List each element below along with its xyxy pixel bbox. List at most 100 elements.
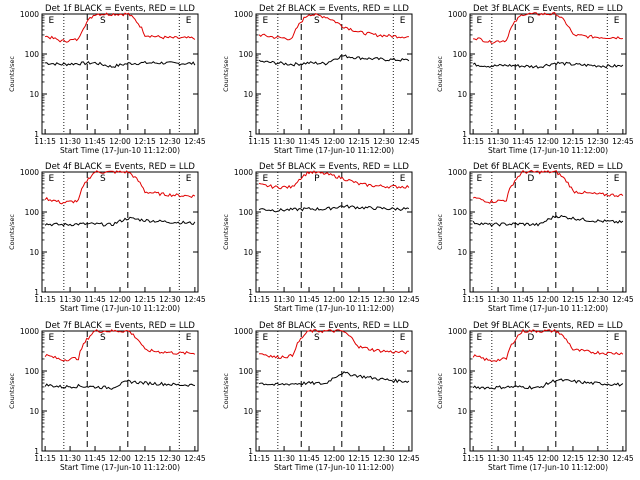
x-tick-label: 11:30 xyxy=(59,454,81,463)
series-line-events xyxy=(258,54,410,67)
x-tick-label: 12:15 xyxy=(348,454,370,463)
x-tick-label: 11:30 xyxy=(59,295,81,304)
panel-title: Det 6f BLACK = Events, RED = LLD xyxy=(473,162,623,172)
panel-8: Det 8f BLACK = Events, RED = LLD Counts/s… xyxy=(222,321,420,472)
y-tick-label: 10 xyxy=(29,90,39,99)
panel-title: Det 8f BLACK = Events, RED = LLD xyxy=(259,321,409,331)
x-tick-label: 11:15 xyxy=(34,295,56,304)
x-tick-label: 11:30 xyxy=(273,137,295,146)
series-line-events xyxy=(472,214,624,227)
x-tick-label: 11:30 xyxy=(59,137,81,146)
x-tick-label: 12:30 xyxy=(159,137,181,146)
x-tick-label: 12:30 xyxy=(373,454,395,463)
x-tick-label: 12:15 xyxy=(134,137,156,146)
series-line-lld xyxy=(258,12,409,41)
panel-4: Det 4f BLACK = Events, RED = LLD Counts/s… xyxy=(8,162,206,313)
x-axis-label: Start Time (17-Jun-10 11:12:00) xyxy=(274,146,394,155)
y-tick-label: 1000 xyxy=(234,168,253,177)
y-tick-label: 1000 xyxy=(448,327,467,336)
series-line-lld xyxy=(45,12,196,43)
x-tick-label: 12:15 xyxy=(134,295,156,304)
x-tick-label: 11:30 xyxy=(487,137,509,146)
y-tick-label: 1000 xyxy=(448,168,467,177)
event-marker-letter: D xyxy=(527,174,534,184)
x-tick-label: 11:45 xyxy=(84,454,106,463)
y-axis-label: Counts/sec xyxy=(8,373,16,409)
x-tick-label: 12:45 xyxy=(612,295,634,304)
plot-frame xyxy=(41,171,199,293)
x-tick-label: 12:00 xyxy=(109,137,131,146)
event-marker-letter: S xyxy=(100,333,106,343)
series-line-lld xyxy=(258,170,410,190)
x-tick-label: 11:45 xyxy=(298,454,320,463)
event-marker-letter: E xyxy=(614,174,620,184)
x-tick-label: 11:15 xyxy=(248,137,270,146)
y-axis-label: Counts/sec xyxy=(222,214,230,250)
y-tick-label: 1 xyxy=(248,130,253,139)
plot-frame xyxy=(255,330,413,452)
event-marker-letter: P xyxy=(314,174,320,184)
event-marker-letter: S xyxy=(100,174,106,184)
x-tick-label: 12:45 xyxy=(184,454,206,463)
y-axis-label: Counts/sec xyxy=(8,56,16,92)
panel-2: Det 2f BLACK = Events, RED = LLD Counts/s… xyxy=(222,4,420,155)
x-tick-label: 12:00 xyxy=(323,295,345,304)
series-line-lld xyxy=(473,12,623,44)
event-marker-letter: D xyxy=(527,16,534,26)
x-tick-label: 11:45 xyxy=(84,137,106,146)
event-marker-letter: E xyxy=(400,174,406,184)
event-marker-letter: E xyxy=(477,16,483,26)
series-line-events xyxy=(44,216,196,227)
panel-1: Det 1f BLACK = Events, RED = LLD Counts/s… xyxy=(8,4,206,155)
series-line-lld xyxy=(44,329,196,362)
x-tick-label: 12:15 xyxy=(134,454,156,463)
event-marker-letter: E xyxy=(263,16,269,26)
panel-title: Det 4f BLACK = Events, RED = LLD xyxy=(45,162,195,172)
x-tick-label: 11:45 xyxy=(512,295,534,304)
x-tick-label: 12:00 xyxy=(323,454,345,463)
x-tick-label: 11:15 xyxy=(462,137,484,146)
x-tick-label: 11:30 xyxy=(487,454,509,463)
y-tick-label: 100 xyxy=(453,50,468,59)
event-marker-letter: E xyxy=(400,333,406,343)
panel-title: Det 1f BLACK = Events, RED = LLD xyxy=(45,4,195,14)
y-tick-label: 10 xyxy=(457,90,467,99)
x-axis-label: Start Time (17-Jun-10 11:12:00) xyxy=(60,463,180,472)
panel-6: Det 6f BLACK = Events, RED = LLD Counts/s… xyxy=(436,162,634,313)
x-tick-label: 11:15 xyxy=(248,454,270,463)
x-tick-label: 11:45 xyxy=(298,295,320,304)
y-tick-label: 1000 xyxy=(448,10,467,19)
y-axis-label: Counts/sec xyxy=(8,214,16,250)
x-tick-label: 12:15 xyxy=(562,295,584,304)
x-tick-label: 12:45 xyxy=(184,137,206,146)
event-marker-letter: E xyxy=(49,16,55,26)
y-tick-label: 1000 xyxy=(20,327,39,336)
event-marker-letter: E xyxy=(477,174,483,184)
x-tick-label: 12:30 xyxy=(159,295,181,304)
x-axis-label: Start Time (17-Jun-10 11:12:00) xyxy=(274,463,394,472)
y-tick-label: 1 xyxy=(34,130,39,139)
event-marker-letter: E xyxy=(614,333,620,343)
x-tick-label: 12:30 xyxy=(587,295,609,304)
y-tick-label: 1 xyxy=(34,288,39,297)
x-axis-label: Start Time (17-Jun-10 11:12:00) xyxy=(60,304,180,313)
x-axis-label: Start Time (17-Jun-10 11:12:00) xyxy=(274,304,394,313)
y-axis-label: Counts/sec xyxy=(436,214,444,250)
x-tick-label: 11:15 xyxy=(248,295,270,304)
y-tick-label: 10 xyxy=(457,248,467,257)
event-marker-letter: E xyxy=(477,333,483,343)
event-marker-letter: S xyxy=(314,333,320,343)
y-tick-label: 10 xyxy=(29,248,39,257)
x-tick-label: 11:30 xyxy=(273,295,295,304)
y-axis-label: Counts/sec xyxy=(436,56,444,92)
series-line-lld xyxy=(472,169,624,204)
y-tick-label: 1 xyxy=(462,130,467,139)
y-tick-label: 10 xyxy=(243,90,253,99)
panel-3: Det 3f BLACK = Events, RED = LLD Counts/s… xyxy=(436,4,634,155)
x-tick-label: 12:45 xyxy=(398,454,420,463)
x-tick-label: 12:15 xyxy=(348,137,370,146)
series-line-events xyxy=(45,60,196,68)
y-tick-label: 1000 xyxy=(234,327,253,336)
series-line-events xyxy=(44,379,196,390)
y-tick-label: 1 xyxy=(462,447,467,456)
